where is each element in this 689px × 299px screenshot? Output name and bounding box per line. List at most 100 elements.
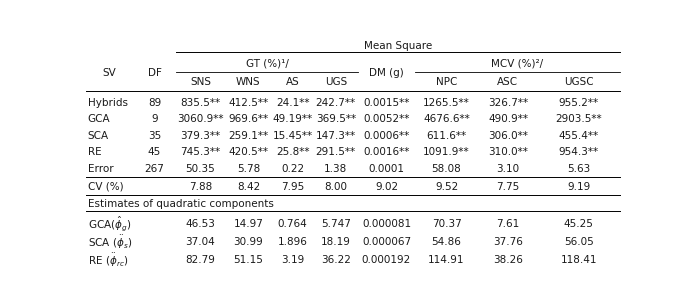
Text: 954.3**: 954.3** xyxy=(559,147,599,157)
Text: Estimates of quadratic components: Estimates of quadratic components xyxy=(88,199,274,209)
Text: 9.19: 9.19 xyxy=(567,182,590,192)
Text: 0.0001: 0.0001 xyxy=(369,164,404,174)
Text: 242.7**: 242.7** xyxy=(316,98,356,108)
Text: 30.99: 30.99 xyxy=(234,237,263,247)
Text: 9.52: 9.52 xyxy=(435,182,458,192)
Text: NPC: NPC xyxy=(436,77,457,87)
Text: 49.19**: 49.19** xyxy=(272,114,313,124)
Text: 14.97: 14.97 xyxy=(234,219,263,228)
Text: 0.764: 0.764 xyxy=(278,219,307,228)
Text: 8.42: 8.42 xyxy=(237,182,260,192)
Text: 36.22: 36.22 xyxy=(321,255,351,265)
Text: 611.6**: 611.6** xyxy=(426,131,466,141)
Text: 8.00: 8.00 xyxy=(325,182,347,192)
Text: 2903.5**: 2903.5** xyxy=(555,114,602,124)
Text: 7.95: 7.95 xyxy=(281,182,304,192)
Text: 118.41: 118.41 xyxy=(560,255,597,265)
Text: AS: AS xyxy=(286,77,300,87)
Text: 15.45**: 15.45** xyxy=(272,131,313,141)
Text: DF: DF xyxy=(147,68,161,78)
Text: SV: SV xyxy=(103,68,116,78)
Text: 4676.6**: 4676.6** xyxy=(423,114,470,124)
Text: 3.10: 3.10 xyxy=(496,164,520,174)
Text: Hybrids: Hybrids xyxy=(88,98,127,108)
Text: GT (%)¹/: GT (%)¹/ xyxy=(246,59,289,68)
Text: 455.4**: 455.4** xyxy=(559,131,599,141)
Text: 70.37: 70.37 xyxy=(432,219,462,228)
Text: 306.0**: 306.0** xyxy=(488,131,528,141)
Text: DM (g): DM (g) xyxy=(369,68,404,78)
Text: 291.5**: 291.5** xyxy=(316,147,356,157)
Text: 1265.5**: 1265.5** xyxy=(423,98,470,108)
Text: 38.26: 38.26 xyxy=(493,255,523,265)
Text: 35: 35 xyxy=(148,131,161,141)
Text: 0.0006**: 0.0006** xyxy=(363,131,410,141)
Text: 420.5**: 420.5** xyxy=(229,147,269,157)
Text: 1.38: 1.38 xyxy=(324,164,347,174)
Text: 412.5**: 412.5** xyxy=(228,98,269,108)
Text: 0.0052**: 0.0052** xyxy=(363,114,410,124)
Text: 0.0016**: 0.0016** xyxy=(363,147,410,157)
Text: 50.35: 50.35 xyxy=(185,164,215,174)
Text: 9.02: 9.02 xyxy=(375,182,398,192)
Text: CV (%): CV (%) xyxy=(88,182,123,192)
Text: 24.1**: 24.1** xyxy=(276,98,309,108)
Text: 0.000067: 0.000067 xyxy=(362,237,411,247)
Text: 82.79: 82.79 xyxy=(185,255,216,265)
Text: 745.3**: 745.3** xyxy=(181,147,220,157)
Text: 37.04: 37.04 xyxy=(185,237,215,247)
Text: 0.22: 0.22 xyxy=(281,164,304,174)
Text: 0.000081: 0.000081 xyxy=(362,219,411,228)
Text: 56.05: 56.05 xyxy=(564,237,594,247)
Text: 147.3**: 147.3** xyxy=(316,131,356,141)
Text: 1.896: 1.896 xyxy=(278,237,307,247)
Text: 955.2**: 955.2** xyxy=(559,98,599,108)
Text: 5.747: 5.747 xyxy=(321,219,351,228)
Text: SCA: SCA xyxy=(88,131,109,141)
Text: 37.76: 37.76 xyxy=(493,237,523,247)
Text: SNS: SNS xyxy=(190,77,211,87)
Text: GCA: GCA xyxy=(88,114,110,124)
Text: RE ($\ddot{\phi}_{rc}$): RE ($\ddot{\phi}_{rc}$) xyxy=(88,252,128,269)
Text: GCA($\hat{\phi}_g$): GCA($\hat{\phi}_g$) xyxy=(88,214,131,233)
Text: 89: 89 xyxy=(148,98,161,108)
Text: 3060.9**: 3060.9** xyxy=(177,114,224,124)
Text: 0.0015**: 0.0015** xyxy=(363,98,410,108)
Text: SCA ($\ddot{\phi}_s$): SCA ($\ddot{\phi}_s$) xyxy=(88,233,132,251)
Text: 490.9**: 490.9** xyxy=(488,114,528,124)
Text: 7.75: 7.75 xyxy=(496,182,520,192)
Text: 54.86: 54.86 xyxy=(431,237,462,247)
Text: 369.5**: 369.5** xyxy=(316,114,356,124)
Text: MCV (%)²/: MCV (%)²/ xyxy=(491,59,544,68)
Text: 45.25: 45.25 xyxy=(564,219,594,228)
Text: 259.1**: 259.1** xyxy=(228,131,269,141)
Text: 9: 9 xyxy=(151,114,158,124)
Text: 18.19: 18.19 xyxy=(321,237,351,247)
Text: ASC: ASC xyxy=(497,77,519,87)
Text: UGS: UGS xyxy=(325,77,347,87)
Text: UGSC: UGSC xyxy=(564,77,593,87)
Text: 5.63: 5.63 xyxy=(567,164,590,174)
Text: WNS: WNS xyxy=(236,77,260,87)
Text: 51.15: 51.15 xyxy=(234,255,263,265)
Text: Error: Error xyxy=(88,164,114,174)
Text: 25.8**: 25.8** xyxy=(276,147,309,157)
Text: 310.0**: 310.0** xyxy=(488,147,528,157)
Text: 5.78: 5.78 xyxy=(237,164,260,174)
Text: 326.7**: 326.7** xyxy=(488,98,528,108)
Text: 46.53: 46.53 xyxy=(185,219,216,228)
Text: Mean Square: Mean Square xyxy=(364,41,432,51)
Text: 45: 45 xyxy=(148,147,161,157)
Text: 835.5**: 835.5** xyxy=(181,98,220,108)
Text: 969.6**: 969.6** xyxy=(228,114,269,124)
Text: 379.3**: 379.3** xyxy=(181,131,220,141)
Text: 114.91: 114.91 xyxy=(429,255,465,265)
Text: 3.19: 3.19 xyxy=(281,255,304,265)
Text: 58.08: 58.08 xyxy=(432,164,462,174)
Text: RE: RE xyxy=(88,147,101,157)
Text: 0.000192: 0.000192 xyxy=(362,255,411,265)
Text: 7.88: 7.88 xyxy=(189,182,212,192)
Text: 7.61: 7.61 xyxy=(496,219,520,228)
Text: 1091.9**: 1091.9** xyxy=(423,147,470,157)
Text: 267: 267 xyxy=(145,164,165,174)
